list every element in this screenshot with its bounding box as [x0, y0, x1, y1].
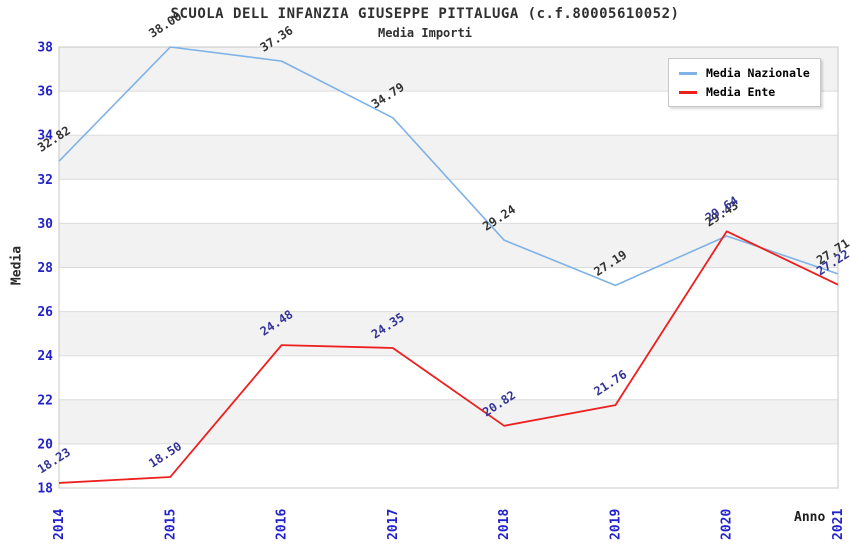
x-tick-label: 2016: [275, 509, 290, 540]
x-tick-label: 2020: [720, 509, 735, 540]
y-tick-label: 38: [37, 41, 53, 56]
plot-band: [59, 399, 838, 444]
chart-title: SCUOLA DELL INFANZIA GIUSEPPE PITTALUGA …: [170, 6, 680, 22]
y-tick-label: 24: [37, 349, 53, 364]
y-tick-label: 18: [37, 482, 53, 497]
legend-swatch-icon: [679, 71, 697, 75]
y-tick-label: 36: [37, 85, 53, 100]
y-tick-label: 26: [37, 305, 53, 320]
x-tick-label: 2019: [608, 509, 623, 540]
chart-subtitle: Media Importi: [378, 26, 472, 40]
legend-label: Media Ente: [706, 85, 776, 99]
x-tick-label: 2015: [163, 509, 178, 540]
y-tick-label: 32: [37, 173, 53, 188]
legend-swatch-icon: [679, 90, 697, 94]
data-point-label: 21.76: [591, 367, 629, 398]
x-tick-label: 2014: [52, 509, 67, 540]
plot-band: [59, 311, 838, 356]
data-point-label: 38.00: [146, 9, 184, 40]
legend-item: Media Ente: [679, 86, 810, 98]
plot-band: [59, 135, 838, 180]
x-tick-label: 2018: [497, 509, 512, 540]
y-tick-label: 34: [37, 129, 53, 144]
plot-border: [58, 46, 839, 489]
y-tick-label: 22: [37, 393, 53, 408]
y-tick-label: 20: [37, 437, 53, 452]
series-line: [58, 230, 839, 484]
x-tick-label: 2021: [831, 509, 846, 540]
x-tick-label: 2017: [386, 509, 401, 540]
legend-label: Media Nazionale: [706, 66, 810, 80]
legend-item: Media Nazionale: [679, 67, 810, 79]
y-tick-label: 30: [37, 217, 53, 232]
series-line: [58, 46, 839, 287]
y-tick-label: 28: [37, 261, 53, 276]
plot-band: [59, 223, 838, 268]
legend-box: Media Nazionale Media Ente: [668, 58, 821, 107]
x-axis-title: Anno: [794, 510, 826, 525]
